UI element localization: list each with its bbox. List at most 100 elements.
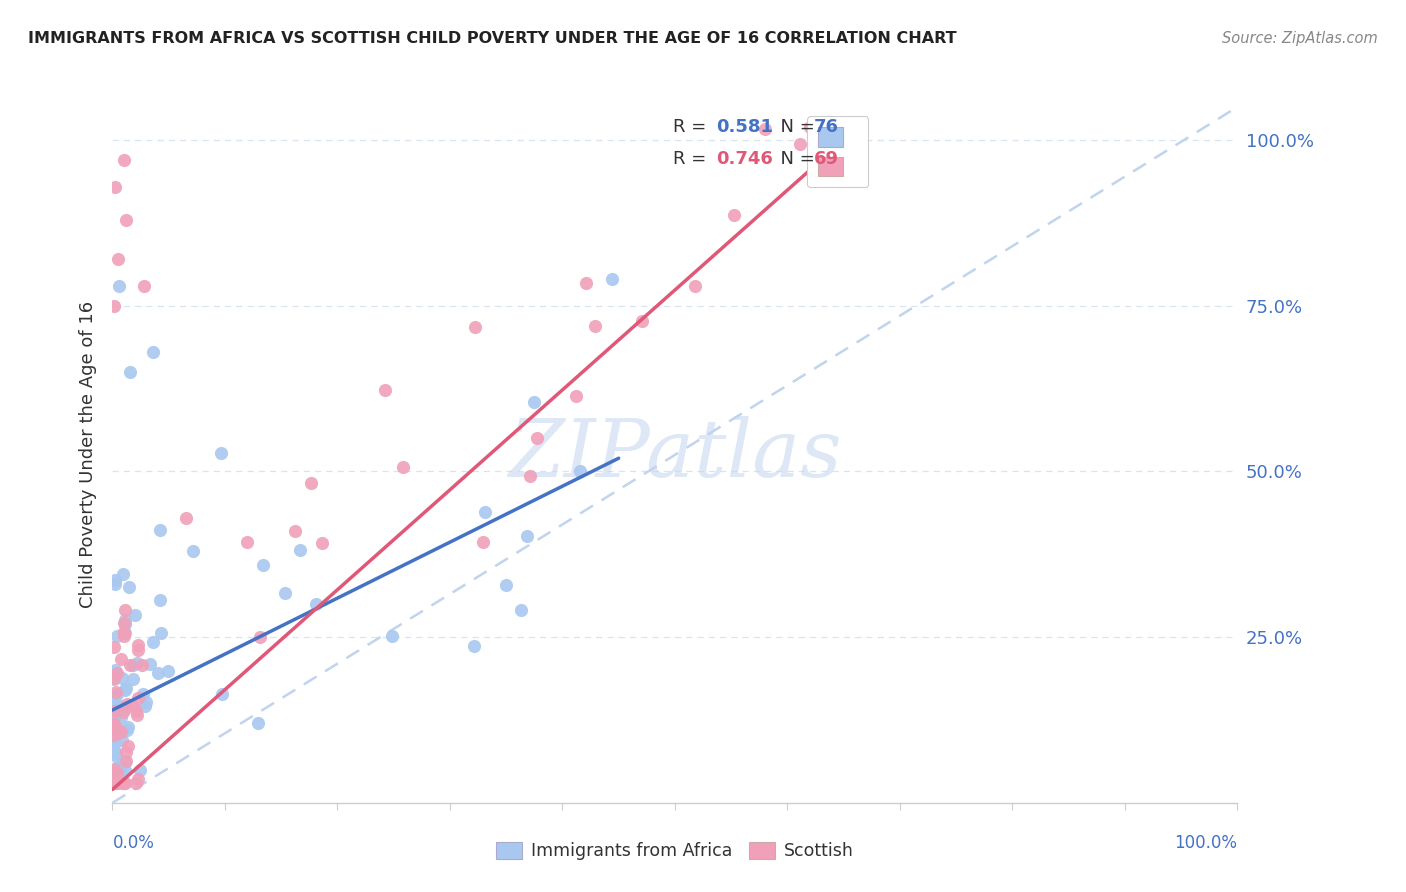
Text: N =: N = bbox=[769, 118, 821, 136]
Point bbox=[142, 635, 165, 649]
Point bbox=[105, 776, 128, 790]
Point bbox=[103, 728, 125, 742]
Point bbox=[114, 754, 136, 768]
Point bbox=[110, 652, 132, 666]
Point bbox=[149, 593, 172, 607]
Point bbox=[134, 698, 156, 713]
Point bbox=[112, 616, 135, 631]
Point bbox=[125, 656, 148, 670]
Point bbox=[523, 394, 546, 409]
Point bbox=[125, 707, 148, 722]
Point bbox=[114, 613, 136, 627]
Text: 0.746: 0.746 bbox=[716, 150, 772, 168]
Point bbox=[139, 657, 162, 671]
Point bbox=[495, 578, 517, 592]
Point bbox=[305, 597, 328, 611]
Point bbox=[104, 733, 127, 747]
Point bbox=[284, 524, 307, 538]
Text: 0.0%: 0.0% bbox=[112, 834, 155, 852]
Point bbox=[115, 746, 138, 760]
Point bbox=[105, 665, 128, 680]
Text: 0.581: 0.581 bbox=[716, 118, 773, 136]
Point bbox=[813, 142, 835, 156]
Point bbox=[122, 657, 145, 672]
Point bbox=[183, 544, 205, 558]
Legend: , : , bbox=[807, 116, 869, 187]
Point bbox=[105, 765, 128, 780]
Point bbox=[118, 657, 141, 672]
Point bbox=[105, 629, 128, 643]
Point bbox=[299, 475, 322, 490]
Point bbox=[516, 529, 538, 543]
Point bbox=[142, 345, 165, 359]
Point bbox=[526, 431, 548, 445]
Point bbox=[112, 153, 135, 167]
Text: Source: ZipAtlas.com: Source: ZipAtlas.com bbox=[1222, 31, 1378, 46]
Point bbox=[107, 763, 129, 777]
Point bbox=[104, 722, 127, 736]
Point bbox=[103, 722, 125, 736]
Point bbox=[104, 577, 127, 591]
Point bbox=[519, 469, 541, 483]
Point bbox=[114, 755, 136, 769]
Point bbox=[112, 776, 135, 790]
Text: R =: R = bbox=[673, 150, 713, 168]
Point bbox=[392, 460, 415, 475]
Point bbox=[124, 608, 146, 623]
Y-axis label: Child Poverty Under the Age of 16: Child Poverty Under the Age of 16 bbox=[79, 301, 97, 608]
Point bbox=[105, 687, 128, 701]
Point bbox=[290, 542, 312, 557]
Point bbox=[103, 763, 125, 777]
Point bbox=[104, 710, 127, 724]
Point bbox=[107, 252, 129, 267]
Point bbox=[103, 299, 125, 313]
Point bbox=[117, 720, 139, 734]
Point bbox=[174, 510, 197, 524]
Point bbox=[111, 706, 134, 720]
Point bbox=[105, 749, 128, 764]
Point bbox=[103, 717, 125, 731]
Point bbox=[799, 120, 821, 134]
Point bbox=[583, 318, 606, 333]
Point bbox=[683, 278, 706, 293]
Point bbox=[103, 776, 125, 790]
Point bbox=[105, 763, 128, 777]
Point bbox=[127, 643, 149, 657]
Point bbox=[103, 671, 125, 685]
Point bbox=[128, 763, 150, 777]
Text: ZIPatlas: ZIPatlas bbox=[508, 417, 842, 493]
Point bbox=[509, 603, 531, 617]
Point bbox=[117, 739, 139, 753]
Point bbox=[103, 763, 125, 777]
Legend: Immigrants from Africa, Scottish: Immigrants from Africa, Scottish bbox=[489, 835, 860, 867]
Point bbox=[104, 746, 127, 760]
Point bbox=[832, 133, 855, 147]
Point bbox=[211, 687, 233, 701]
Point bbox=[789, 137, 811, 152]
Point bbox=[104, 723, 127, 738]
Point bbox=[111, 732, 134, 747]
Point bbox=[235, 535, 257, 549]
Point bbox=[565, 389, 588, 403]
Point bbox=[104, 669, 127, 683]
Point bbox=[114, 776, 136, 790]
Point bbox=[121, 698, 143, 713]
Point bbox=[209, 446, 232, 460]
Point bbox=[463, 639, 485, 653]
Point bbox=[132, 279, 155, 293]
Point bbox=[149, 625, 172, 640]
Point bbox=[575, 276, 598, 290]
Point bbox=[114, 617, 136, 632]
Point bbox=[156, 664, 179, 678]
Point bbox=[374, 383, 396, 397]
Point bbox=[114, 603, 136, 617]
Point bbox=[311, 536, 333, 550]
Point bbox=[111, 566, 134, 581]
Point bbox=[108, 763, 131, 777]
Point bbox=[754, 121, 776, 136]
Point bbox=[249, 630, 271, 644]
Point bbox=[381, 629, 404, 643]
Point bbox=[110, 724, 132, 739]
Point bbox=[107, 721, 129, 735]
Point bbox=[723, 208, 745, 222]
